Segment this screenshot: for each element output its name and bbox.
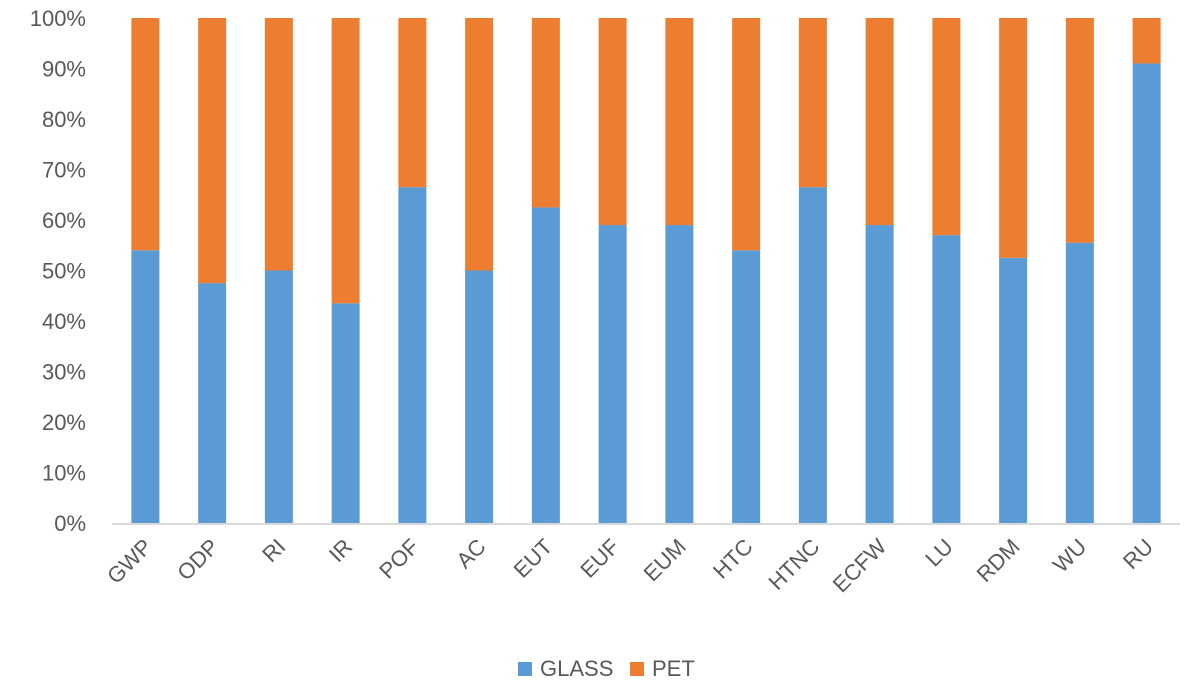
bar-glass-ru <box>1132 63 1161 523</box>
bar-pet-rdm <box>999 18 1028 258</box>
bar-glass-ecfw <box>865 225 894 524</box>
bar-glass-ir <box>331 303 360 523</box>
bar-glass-odp <box>198 283 227 524</box>
x-tick-label-wu: WU <box>1048 534 1092 578</box>
y-tick-label: 60% <box>42 208 86 233</box>
x-tick-label-eut: EUT <box>509 534 558 583</box>
x-tick-label-ac: AC <box>451 534 490 573</box>
y-tick-label: 100% <box>30 6 86 31</box>
bar-pet-eum <box>665 18 694 226</box>
x-tick-label-ir: IR <box>324 534 357 567</box>
x-tick-label-htnc: HTNC <box>764 534 825 595</box>
x-tick-label-ru: RU <box>1118 534 1158 574</box>
legend-swatch-glass <box>518 662 532 676</box>
y-tick-label: 70% <box>42 158 86 183</box>
bar-glass-wu <box>1065 242 1094 523</box>
x-tick-label-lu: LU <box>920 534 958 572</box>
y-tick-label: 20% <box>42 410 86 435</box>
bar-glass-ac <box>465 270 494 523</box>
bar-pet-gwp <box>131 18 160 251</box>
bar-glass-htc <box>732 250 761 524</box>
y-tick-label: 80% <box>42 107 86 132</box>
bar-pet-ri <box>264 18 293 271</box>
x-tick-label-odp: ODP <box>172 534 223 585</box>
bar-glass-eum <box>665 225 694 524</box>
x-tick-label-ri: RI <box>257 534 290 567</box>
y-tick-label: 30% <box>42 360 86 385</box>
bar-pet-euf <box>598 18 627 226</box>
legend: GLASS PET <box>518 656 695 681</box>
bar-glass-gwp <box>131 250 160 524</box>
bar-pet-htc <box>732 18 761 251</box>
bar-pet-ru <box>1132 18 1161 64</box>
bar-glass-pof <box>398 187 427 524</box>
x-tick-label-eum: EUM <box>639 534 691 586</box>
bar-glass-htnc <box>798 187 827 524</box>
y-axis: 0% 10% 20% 30% 40% 50% 60% 70% 80% 90% 100% <box>30 6 86 536</box>
bar-pet-ecfw <box>865 18 894 226</box>
x-tick-label-euf: EUF <box>575 534 624 583</box>
legend-label-glass: GLASS <box>540 656 613 681</box>
bars-group <box>131 18 1161 524</box>
legend-swatch-pet <box>630 662 644 676</box>
bar-pet-ac <box>465 18 494 271</box>
bar-pet-pof <box>398 18 427 188</box>
x-tick-label-pof: POF <box>374 534 424 584</box>
bar-glass-euf <box>598 225 627 524</box>
bar-glass-rdm <box>999 257 1028 524</box>
bar-pet-htnc <box>798 18 827 188</box>
bar-pet-odp <box>198 18 227 284</box>
bar-glass-eut <box>531 207 560 524</box>
x-tick-label-ecfw: ECFW <box>828 534 892 598</box>
x-tick-label-rdm: RDM <box>972 534 1025 587</box>
y-tick-label: 90% <box>42 57 86 82</box>
bar-pet-wu <box>1065 18 1094 243</box>
bar-pet-lu <box>932 18 961 236</box>
bar-pet-ir <box>331 18 360 304</box>
legend-label-pet: PET <box>652 656 695 681</box>
x-tick-label-htc: HTC <box>708 534 758 584</box>
y-tick-label: 40% <box>42 309 86 334</box>
y-tick-label: 0% <box>54 511 86 536</box>
bar-glass-ri <box>264 270 293 523</box>
bar-pet-eut <box>531 18 560 208</box>
x-tick-label-gwp: GWP <box>102 534 157 589</box>
bar-glass-lu <box>932 235 961 523</box>
y-tick-label: 10% <box>42 461 86 486</box>
y-tick-label: 50% <box>42 259 86 284</box>
x-axis: GWP ODP RI IR POF AC EUT EUF EUM HTC HTNC ECFW LU RDM… <box>102 534 1158 598</box>
